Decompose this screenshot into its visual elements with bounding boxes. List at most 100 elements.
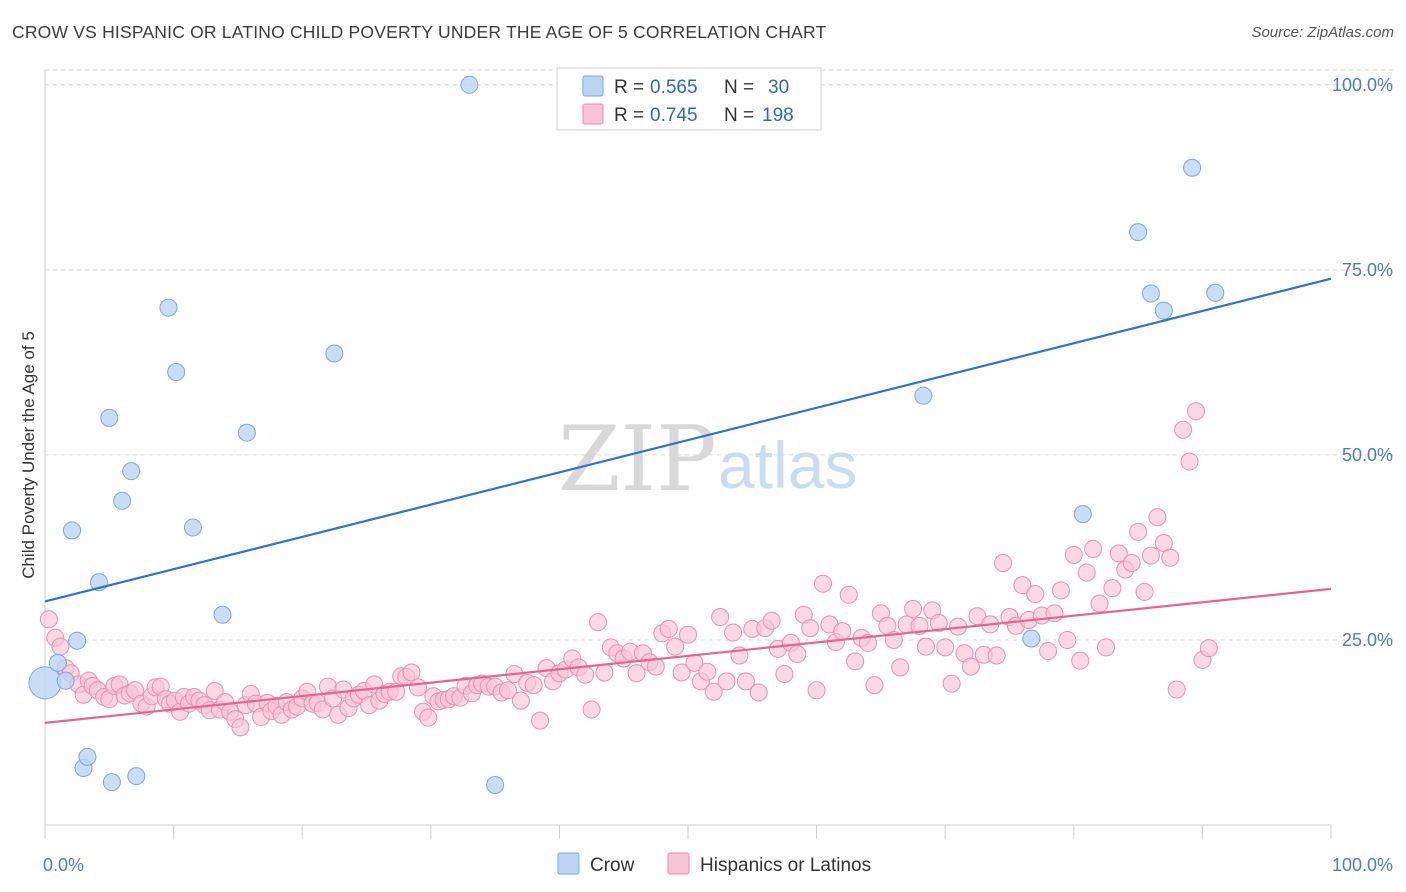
- hispanic-point: [749, 683, 768, 702]
- hispanic-point: [987, 646, 1006, 665]
- hispanic-point: [402, 663, 421, 682]
- hispanic-point: [1039, 642, 1058, 661]
- hispanic-point: [666, 637, 685, 656]
- hispanic-point: [936, 638, 955, 657]
- crow-point: [486, 776, 505, 795]
- hispanic-points: [39, 402, 1218, 737]
- crow-point: [213, 605, 232, 624]
- x-tick-label-max: 100.0%: [1332, 855, 1393, 875]
- hispanic-point: [916, 637, 935, 656]
- crow-point: [325, 344, 344, 363]
- hispanic-point: [1199, 639, 1218, 658]
- hispanic-point: [408, 678, 427, 697]
- hispanic-point: [1174, 420, 1193, 439]
- hispanic-point: [679, 625, 697, 644]
- crow-point: [159, 298, 178, 317]
- bottom-legend: Crow Hispanics or Latinos: [557, 852, 871, 876]
- hispanic-point: [839, 585, 858, 604]
- bottom-legend-label-crow: Crow: [590, 855, 635, 876]
- hispanic-point: [511, 691, 530, 710]
- hispanic-point: [1103, 579, 1122, 598]
- y-tick-label: 75.0%: [1342, 260, 1393, 280]
- crow-point: [113, 491, 132, 510]
- hispanic-point: [524, 676, 543, 695]
- y-tick-labels: 25.0% 50.0% 75.0% 100.0%: [1332, 75, 1393, 650]
- hispanic-point: [1077, 563, 1096, 582]
- watermark-zip: ZIP: [558, 407, 717, 512]
- hispanic-point: [1167, 680, 1186, 699]
- hispanic-trend-line: [44, 587, 1332, 724]
- crow-point: [1022, 629, 1041, 648]
- hispanic-point: [627, 664, 646, 683]
- hispanic-point: [961, 657, 980, 676]
- crow-point: [167, 363, 186, 381]
- crow-point: [237, 423, 256, 442]
- crow-point: [48, 653, 67, 672]
- chart-source: Source: ZipAtlas.com: [1251, 24, 1394, 41]
- hispanic-point: [51, 637, 70, 656]
- hispanic-point: [531, 711, 550, 730]
- bottom-legend-swatch-crow: [557, 852, 580, 875]
- hispanic-point: [1026, 585, 1045, 604]
- legend-swatch-crow: [582, 75, 604, 97]
- watermark-atlas: atlas: [718, 428, 857, 502]
- watermark: ZIP atlas: [558, 407, 857, 512]
- hispanic-point: [576, 665, 595, 684]
- crow-point: [100, 408, 119, 427]
- hispanic-point: [724, 623, 743, 642]
- hispanic-point: [846, 652, 865, 671]
- hispanic-point: [1148, 508, 1167, 527]
- legend-n-value-crow: 30: [768, 77, 789, 98]
- crow-point: [1129, 223, 1148, 242]
- crow-point: [78, 747, 97, 766]
- trend-lines: [44, 277, 1332, 724]
- hispanic-point: [1135, 582, 1154, 601]
- hispanic-point: [814, 574, 833, 593]
- hispanic-point: [1090, 594, 1109, 613]
- legend-n-label-hispanic: N =: [724, 105, 754, 126]
- hispanic-point: [711, 608, 730, 627]
- crow-point: [914, 386, 933, 405]
- grid-lines: [45, 69, 1393, 641]
- legend-n-label-crow: N =: [724, 77, 754, 98]
- hispanic-point: [1122, 553, 1141, 572]
- bottom-legend-label-hispanic: Hispanics or Latinos: [700, 855, 871, 876]
- y-tick-label: 50.0%: [1342, 445, 1393, 465]
- crow-point: [183, 518, 202, 537]
- hispanic-point: [1071, 651, 1090, 670]
- hispanic-point: [891, 658, 910, 677]
- hispanic-point: [762, 611, 781, 630]
- hispanic-point: [1096, 638, 1115, 657]
- crow-point: [102, 773, 121, 792]
- crow-point: [1073, 505, 1092, 524]
- crow-point: [56, 671, 75, 690]
- legend-r-value-hispanic: 0.745: [650, 105, 698, 126]
- hispanic-point: [1141, 546, 1160, 565]
- legend-n-value-hispanic: 198: [762, 105, 794, 126]
- hispanic-point: [833, 622, 852, 641]
- hispanic-point: [1013, 576, 1032, 595]
- hispanic-point: [646, 657, 665, 676]
- hispanic-point: [704, 682, 723, 701]
- y-tick-label: 25.0%: [1342, 630, 1393, 650]
- hispanic-point: [1154, 533, 1173, 552]
- legend: R = 0.565 N = 30 R = 0.745 N = 198: [556, 67, 822, 131]
- y-tick-label: 100.0%: [1332, 75, 1393, 95]
- legend-swatch-hispanic: [582, 103, 604, 125]
- hispanic-point: [1186, 402, 1205, 421]
- hispanic-point: [582, 700, 601, 719]
- hispanic-point: [807, 681, 826, 700]
- hispanic-point: [231, 718, 250, 737]
- bottom-legend-swatch-hispanic: [667, 852, 690, 875]
- crow-point: [68, 631, 87, 650]
- hispanic-point: [929, 613, 948, 632]
- hispanic-point: [1051, 581, 1070, 600]
- hispanic-point: [1058, 630, 1077, 649]
- hispanic-point: [595, 663, 614, 682]
- hispanic-point: [910, 616, 929, 635]
- hispanic-point: [788, 645, 807, 664]
- x-tick-label-min: 0.0%: [43, 855, 84, 875]
- hispanic-point: [904, 599, 923, 618]
- hispanic-point: [1084, 539, 1103, 558]
